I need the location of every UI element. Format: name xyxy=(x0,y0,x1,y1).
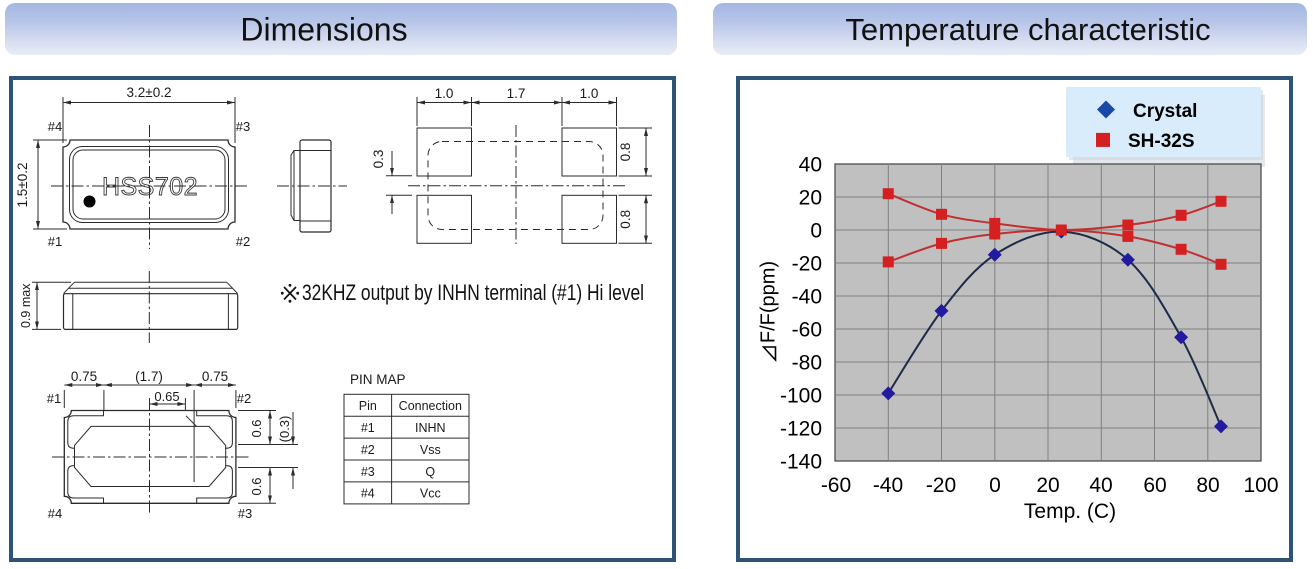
svg-text:#2: #2 xyxy=(237,391,251,406)
svg-text:0.65: 0.65 xyxy=(154,389,179,404)
svg-text:40: 40 xyxy=(799,154,822,177)
svg-text:0: 0 xyxy=(989,474,1001,497)
svg-text:0: 0 xyxy=(810,220,822,243)
svg-text:-40: -40 xyxy=(873,474,903,497)
svg-text:-40: -40 xyxy=(792,286,822,309)
svg-text:Dimensions: Dimensions xyxy=(240,12,407,48)
svg-text:0.3: 0.3 xyxy=(371,150,386,169)
svg-text:-20: -20 xyxy=(926,474,956,497)
svg-text:#2: #2 xyxy=(236,234,250,249)
svg-text:#4: #4 xyxy=(48,506,62,521)
svg-text:F/F(ppm): F/F(ppm) xyxy=(757,261,779,343)
svg-text:1.0: 1.0 xyxy=(580,86,599,101)
svg-text:-100: -100 xyxy=(780,385,822,408)
svg-text:-140: -140 xyxy=(780,451,822,474)
svg-text:60: 60 xyxy=(1143,474,1166,497)
svg-text:Pin: Pin xyxy=(359,399,377,413)
svg-text:-120: -120 xyxy=(780,418,822,441)
svg-text:Q: Q xyxy=(425,465,435,479)
svg-text:100: 100 xyxy=(1243,474,1278,497)
svg-text:0.6: 0.6 xyxy=(249,477,264,495)
svg-text:#1: #1 xyxy=(48,234,62,249)
svg-text:Temp. (C): Temp. (C) xyxy=(1024,500,1116,523)
svg-text:(1.7): (1.7) xyxy=(135,369,163,384)
svg-text:20: 20 xyxy=(1036,474,1059,497)
svg-text:Vcc: Vcc xyxy=(420,487,441,501)
svg-text:0.9 max: 0.9 max xyxy=(19,283,33,328)
svg-text:#3: #3 xyxy=(236,119,250,134)
svg-text:#3: #3 xyxy=(361,465,375,479)
svg-text:Vss: Vss xyxy=(420,443,441,457)
svg-text:#1: #1 xyxy=(47,391,61,406)
svg-text:(0.3): (0.3) xyxy=(277,416,292,443)
svg-text:1.5±0.2: 1.5±0.2 xyxy=(15,163,30,208)
svg-text:#1: #1 xyxy=(361,421,375,435)
svg-text:0.8: 0.8 xyxy=(618,210,633,229)
svg-text:-20: -20 xyxy=(792,253,822,276)
svg-text:1.7: 1.7 xyxy=(507,86,526,101)
svg-text:PIN MAP: PIN MAP xyxy=(350,372,406,387)
svg-text:0.75: 0.75 xyxy=(71,369,97,384)
svg-text:0.6: 0.6 xyxy=(249,419,264,437)
svg-text:-60: -60 xyxy=(821,474,851,497)
svg-text:1.0: 1.0 xyxy=(435,86,454,101)
svg-text:40: 40 xyxy=(1089,474,1112,497)
svg-text:#2: #2 xyxy=(361,443,375,457)
svg-text:Temperature characteristic: Temperature characteristic xyxy=(845,12,1210,47)
svg-text:#4: #4 xyxy=(48,119,62,134)
svg-text:SH-32S: SH-32S xyxy=(1128,131,1195,152)
svg-text:INHN: INHN xyxy=(415,421,446,435)
svg-text:3.2±0.2: 3.2±0.2 xyxy=(127,85,172,100)
svg-text:Crystal: Crystal xyxy=(1133,101,1197,122)
svg-text:80: 80 xyxy=(1196,474,1219,497)
svg-text:0.8: 0.8 xyxy=(618,143,633,162)
svg-text:#4: #4 xyxy=(361,487,375,501)
svg-text:Connection: Connection xyxy=(399,399,462,413)
svg-text:-60: -60 xyxy=(792,319,822,342)
svg-text:32KHZ output by INHN terminal: 32KHZ output by INHN terminal (#1) Hi le… xyxy=(302,280,644,305)
svg-text:20: 20 xyxy=(799,187,822,210)
svg-text:-80: -80 xyxy=(792,352,822,375)
svg-text:0.75: 0.75 xyxy=(202,369,228,384)
svg-text:#3: #3 xyxy=(238,506,252,521)
